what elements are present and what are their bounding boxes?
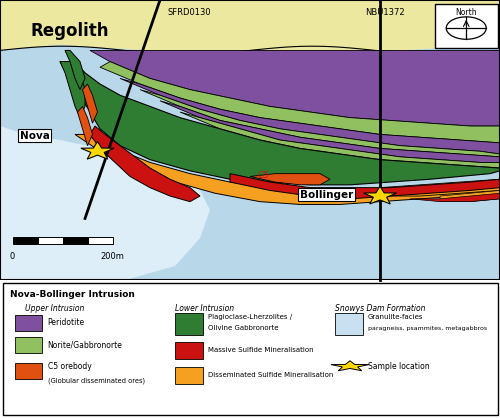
Polygon shape	[60, 61, 85, 117]
Circle shape	[446, 17, 486, 39]
Polygon shape	[60, 61, 500, 185]
Text: paragneiss, psammites, metagabbros: paragneiss, psammites, metagabbros	[368, 326, 486, 331]
Text: Sample location: Sample location	[368, 362, 429, 371]
FancyBboxPatch shape	[15, 363, 42, 380]
Polygon shape	[90, 126, 200, 201]
Text: C5: C5	[258, 171, 270, 180]
Polygon shape	[380, 179, 500, 196]
Text: Regolith: Regolith	[30, 22, 108, 40]
Polygon shape	[364, 186, 396, 204]
Text: SFRD0130: SFRD0130	[168, 8, 211, 18]
FancyBboxPatch shape	[175, 313, 203, 335]
FancyBboxPatch shape	[435, 4, 498, 48]
Polygon shape	[0, 126, 210, 280]
Text: Granulite-facies: Granulite-facies	[368, 314, 423, 320]
Text: (Globular disseminated ores): (Globular disseminated ores)	[48, 377, 144, 384]
Polygon shape	[82, 84, 98, 123]
Polygon shape	[0, 0, 500, 53]
Text: Norite/Gabbronorte: Norite/Gabbronorte	[48, 340, 122, 349]
Text: Nova: Nova	[20, 131, 50, 141]
FancyBboxPatch shape	[12, 237, 38, 244]
Polygon shape	[81, 141, 114, 159]
FancyBboxPatch shape	[15, 314, 42, 331]
FancyBboxPatch shape	[175, 342, 203, 359]
Polygon shape	[78, 107, 92, 145]
Text: Nova-Bollinger Intrusion: Nova-Bollinger Intrusion	[10, 290, 135, 299]
Text: Lower Intrusion: Lower Intrusion	[175, 303, 234, 313]
FancyBboxPatch shape	[335, 313, 362, 335]
Text: 0: 0	[10, 252, 15, 261]
Polygon shape	[0, 0, 500, 280]
Polygon shape	[140, 89, 500, 157]
Text: 200m: 200m	[100, 252, 124, 261]
FancyBboxPatch shape	[88, 237, 112, 244]
Text: Disseminated Sulfide Mineralisation: Disseminated Sulfide Mineralisation	[208, 372, 333, 378]
Polygon shape	[331, 361, 369, 371]
FancyBboxPatch shape	[2, 283, 498, 415]
Text: Massive Sulfide Mineralisation: Massive Sulfide Mineralisation	[208, 347, 313, 353]
FancyBboxPatch shape	[62, 237, 88, 244]
Polygon shape	[100, 61, 500, 143]
Polygon shape	[180, 112, 500, 168]
Polygon shape	[75, 135, 500, 204]
Text: Olivine Gabbronorte: Olivine Gabbronorte	[208, 325, 278, 331]
FancyBboxPatch shape	[38, 237, 62, 244]
Polygon shape	[230, 173, 500, 199]
Text: North: North	[456, 8, 477, 18]
Text: Plagioclase-Lherzolites /: Plagioclase-Lherzolites /	[208, 314, 292, 320]
Text: NBU1372: NBU1372	[365, 8, 405, 18]
Polygon shape	[410, 193, 500, 201]
Text: Bollinger: Bollinger	[300, 190, 353, 200]
Polygon shape	[65, 51, 85, 89]
Text: Peridotite: Peridotite	[48, 319, 84, 327]
Text: C5 orebody: C5 orebody	[48, 362, 91, 372]
Polygon shape	[440, 191, 500, 201]
FancyBboxPatch shape	[175, 367, 203, 384]
Polygon shape	[250, 173, 330, 185]
Text: Upper Intrusion: Upper Intrusion	[25, 303, 84, 313]
Polygon shape	[120, 79, 500, 154]
Polygon shape	[160, 101, 500, 163]
Text: Snowys Dam Formation: Snowys Dam Formation	[335, 303, 426, 313]
Polygon shape	[90, 51, 500, 126]
FancyBboxPatch shape	[15, 336, 42, 353]
